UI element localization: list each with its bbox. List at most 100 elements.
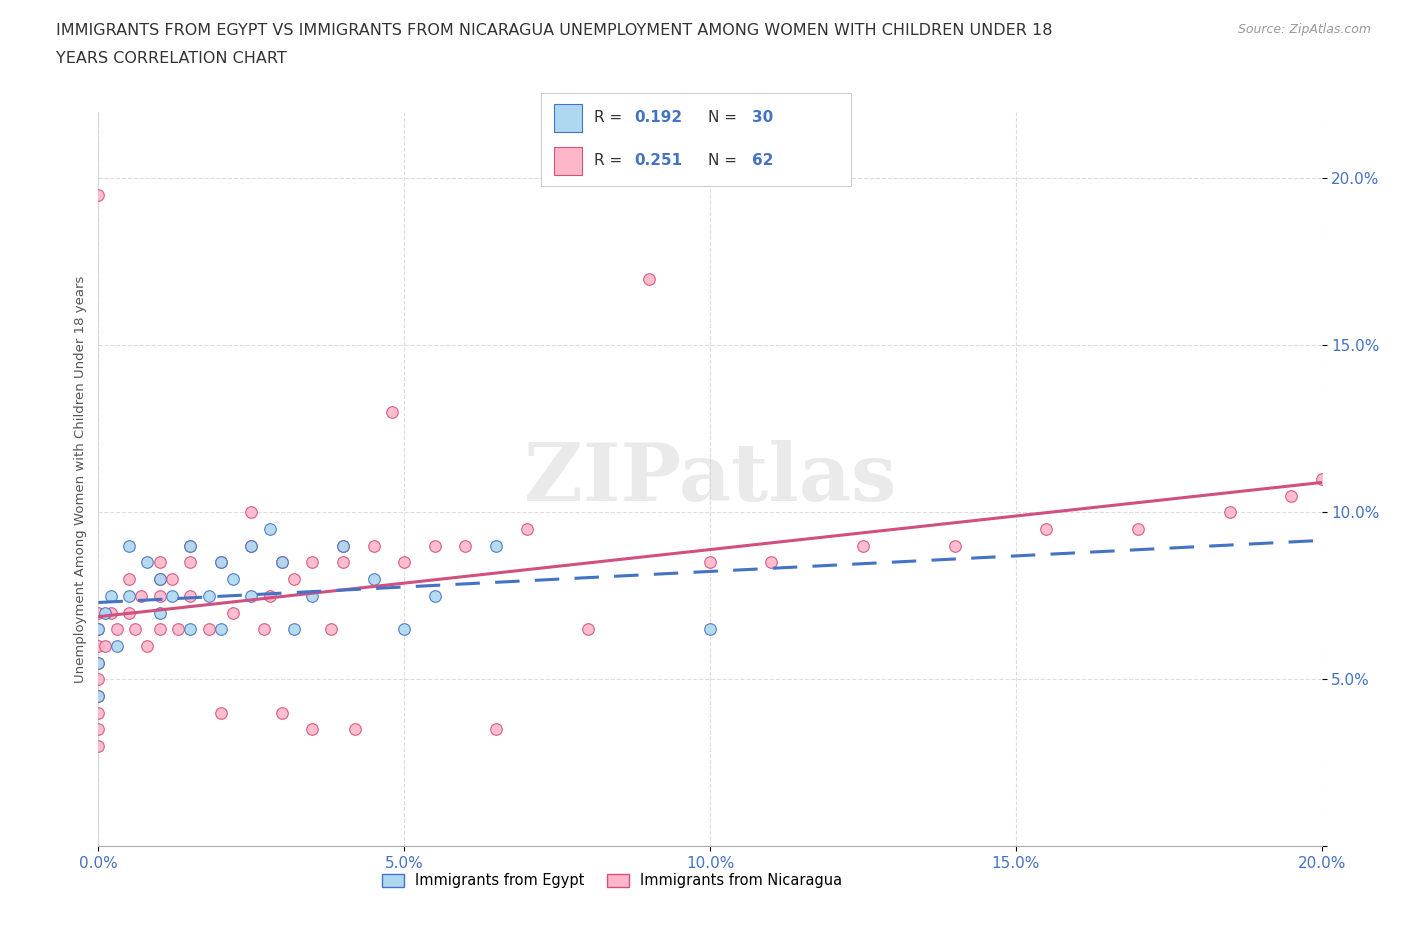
Point <box>87 688 110 703</box>
Point <box>197 622 219 637</box>
Text: Source: ZipAtlas.com: Source: ZipAtlas.com <box>1237 23 1371 36</box>
Point <box>87 738 110 753</box>
Point <box>1219 505 1241 520</box>
Point <box>129 589 152 604</box>
Point <box>283 622 305 637</box>
Point <box>209 705 232 720</box>
Point <box>283 572 305 587</box>
Point <box>136 555 159 570</box>
Point <box>319 622 342 637</box>
Point <box>118 538 141 553</box>
Point <box>1128 522 1150 537</box>
Text: IMMIGRANTS FROM EGYPT VS IMMIGRANTS FROM NICARAGUA UNEMPLOYMENT AMONG WOMEN WITH: IMMIGRANTS FROM EGYPT VS IMMIGRANTS FROM… <box>56 23 1053 38</box>
Point <box>93 605 115 620</box>
Point <box>149 605 172 620</box>
Point <box>423 589 446 604</box>
Point <box>392 622 416 637</box>
Text: ZIPatlas: ZIPatlas <box>524 440 896 518</box>
Point <box>943 538 966 553</box>
Point <box>93 639 115 654</box>
Point <box>637 272 661 286</box>
Point <box>87 188 110 203</box>
Point <box>270 705 292 720</box>
Point <box>100 589 122 604</box>
Text: R =: R = <box>593 153 627 168</box>
Point <box>240 538 263 553</box>
Text: N =: N = <box>709 153 742 168</box>
Point <box>118 605 141 620</box>
Point <box>136 639 159 654</box>
Legend: Immigrants from Egypt, Immigrants from Nicaragua: Immigrants from Egypt, Immigrants from N… <box>377 868 848 894</box>
Point <box>332 538 354 553</box>
Point <box>87 656 110 671</box>
Point <box>392 555 416 570</box>
Point <box>222 572 245 587</box>
Point <box>87 639 110 654</box>
Point <box>381 405 404 419</box>
Point <box>87 671 110 686</box>
Point <box>1310 472 1333 486</box>
Text: 30: 30 <box>752 110 773 126</box>
Point <box>332 538 354 553</box>
Point <box>516 522 538 537</box>
Point <box>149 622 172 637</box>
Point <box>118 572 141 587</box>
Point <box>179 538 201 553</box>
Point <box>149 555 172 570</box>
Point <box>301 722 323 737</box>
Point <box>87 705 110 720</box>
Point <box>240 538 263 553</box>
Point <box>759 555 782 570</box>
Point <box>1279 488 1302 503</box>
Point <box>240 505 263 520</box>
Point <box>179 538 201 553</box>
Point <box>197 589 219 604</box>
Text: YEARS CORRELATION CHART: YEARS CORRELATION CHART <box>56 51 287 66</box>
Point <box>1035 522 1057 537</box>
Point <box>344 722 367 737</box>
Point <box>259 522 281 537</box>
Point <box>209 555 232 570</box>
Point <box>87 722 110 737</box>
Text: 0.192: 0.192 <box>634 110 682 126</box>
Point <box>87 605 110 620</box>
Point <box>105 639 128 654</box>
Point <box>100 605 122 620</box>
Point <box>332 555 354 570</box>
Point <box>270 555 292 570</box>
Point <box>149 572 172 587</box>
Point <box>87 656 110 671</box>
Point <box>240 589 263 604</box>
Point <box>160 589 183 604</box>
Point <box>363 538 385 553</box>
Point <box>105 622 128 637</box>
Point <box>485 538 508 553</box>
Point <box>179 589 201 604</box>
Text: 0.251: 0.251 <box>634 153 682 168</box>
Point <box>124 622 146 637</box>
Point <box>209 622 232 637</box>
Point <box>301 555 323 570</box>
Point <box>87 622 110 637</box>
Point <box>259 589 281 604</box>
Point <box>301 589 323 604</box>
Point <box>423 538 446 553</box>
Point <box>363 572 385 587</box>
Point <box>179 622 201 637</box>
Point <box>576 622 599 637</box>
Point <box>699 622 721 637</box>
Point <box>149 572 172 587</box>
Text: 62: 62 <box>752 153 773 168</box>
Text: R =: R = <box>593 110 627 126</box>
Point <box>87 688 110 703</box>
Point <box>252 622 274 637</box>
Point <box>87 622 110 637</box>
Point <box>209 555 232 570</box>
Point <box>270 555 292 570</box>
Text: N =: N = <box>709 110 742 126</box>
Point <box>699 555 721 570</box>
Point <box>179 555 201 570</box>
Point <box>160 572 183 587</box>
Point <box>852 538 875 553</box>
Point <box>149 589 172 604</box>
